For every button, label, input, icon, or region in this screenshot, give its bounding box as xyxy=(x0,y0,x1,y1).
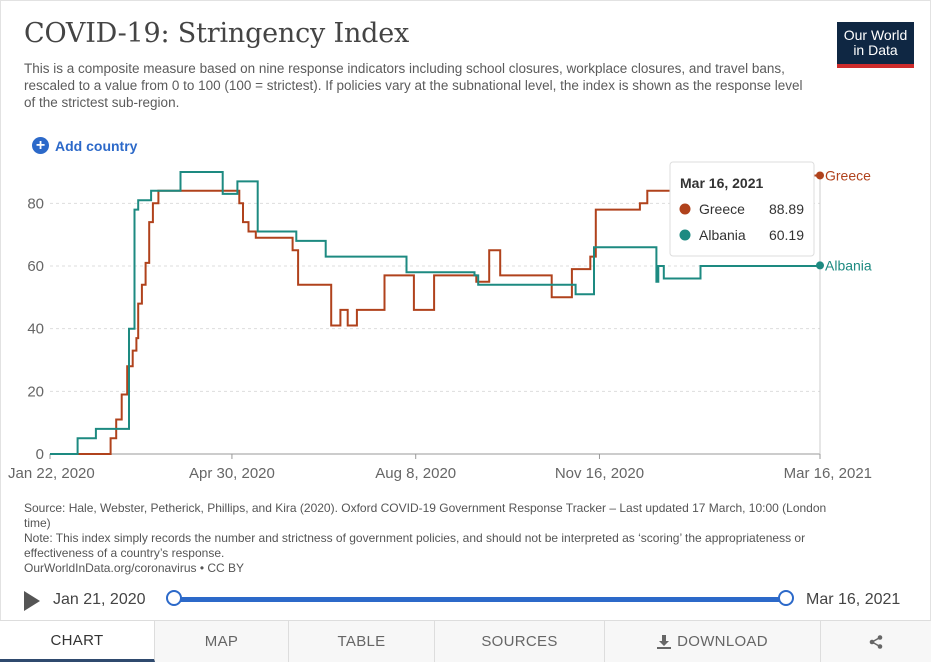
tooltip-series-value: 88.89 xyxy=(769,201,804,217)
timeline-end-handle[interactable] xyxy=(778,590,794,606)
chart-title: COVID-19: Stringency Index xyxy=(24,18,410,49)
tooltip-box xyxy=(669,161,815,257)
series-end-label-greece: Greece xyxy=(825,167,871,183)
download-icon xyxy=(657,634,672,649)
x-tick-label: Nov 16, 2020 xyxy=(555,465,644,482)
series-end-marker-greece xyxy=(816,171,824,180)
timeline-start-label: Jan 21, 2020 xyxy=(53,591,146,608)
y-tick-label: 20 xyxy=(27,383,44,400)
add-country-button[interactable]: + Add country xyxy=(32,137,137,154)
tab-sources-label: SOURCES xyxy=(481,633,558,650)
x-tick-label: Jan 22, 2020 xyxy=(8,465,95,482)
tooltip-swatch xyxy=(679,229,691,241)
series-line-albania xyxy=(50,171,821,455)
y-tick-label: 60 xyxy=(27,258,44,275)
chart-footer: Source: Hale, Webster, Petherick, Philli… xyxy=(24,501,854,576)
tab-chart-label: CHART xyxy=(50,631,104,649)
logo-line-1: Our World xyxy=(843,27,908,43)
timeline: Jan 21, 2020 Mar 16, 2021 xyxy=(0,585,931,615)
tab-table[interactable]: TABLE xyxy=(289,621,435,662)
owid-logo[interactable]: Our World in Data xyxy=(837,22,914,68)
y-tick-label: 40 xyxy=(27,321,44,338)
tooltip-series-value: 60.19 xyxy=(769,227,804,243)
tooltip-swatch xyxy=(679,203,691,215)
add-country-label: Add country xyxy=(55,137,138,154)
timeline-track[interactable] xyxy=(174,597,786,602)
share-icon xyxy=(869,634,883,649)
stringency-line-chart[interactable]: 0 20 40 60 80 Jan 22, 2020 Apr 30, 2020 Aug 8, … xyxy=(0,160,931,485)
tooltip-date: Mar 16, 2021 xyxy=(680,175,763,191)
tab-download[interactable]: DOWNLOAD xyxy=(605,621,821,662)
play-icon[interactable] xyxy=(24,591,40,611)
x-tick-label: Aug 8, 2020 xyxy=(375,465,456,482)
tab-map-label: MAP xyxy=(204,633,239,650)
y-tick-label: 0 xyxy=(36,446,44,463)
tab-download-label: DOWNLOAD xyxy=(677,633,768,650)
series-line-greece xyxy=(50,174,820,455)
tab-sources[interactable]: SOURCES xyxy=(435,621,605,662)
timeline-end-label: Mar 16, 2021 xyxy=(806,591,901,608)
tab-share[interactable] xyxy=(821,621,931,662)
tooltip-series-name: Greece xyxy=(699,201,745,217)
license-link[interactable]: OurWorldInData.org/coronavirus • CC BY xyxy=(24,561,245,575)
logo-line-2: in Data xyxy=(853,42,898,58)
tooltip-series-name: Albania xyxy=(699,227,746,243)
source-text: Source: Hale, Webster, Petherick, Philli… xyxy=(24,501,827,530)
x-tick-label: Apr 30, 2020 xyxy=(189,465,275,482)
chart-subtitle: This is a composite measure based on nin… xyxy=(24,61,803,110)
tab-chart[interactable]: CHART xyxy=(0,621,155,662)
tab-map[interactable]: MAP xyxy=(155,621,289,662)
note-text: Note: This index simply records the numb… xyxy=(24,531,806,560)
timeline-start-handle[interactable] xyxy=(166,590,182,606)
x-tick-label: Mar 16, 2021 xyxy=(784,465,872,482)
tab-bar: CHART MAP TABLE SOURCES DOWNLOAD xyxy=(0,620,931,663)
plus-circle-icon: + xyxy=(32,137,49,154)
tab-table-label: TABLE xyxy=(337,633,386,650)
series-end-label-albania: Albania xyxy=(825,257,872,273)
y-tick-label: 80 xyxy=(27,195,44,212)
series-end-marker-albania xyxy=(816,261,824,270)
